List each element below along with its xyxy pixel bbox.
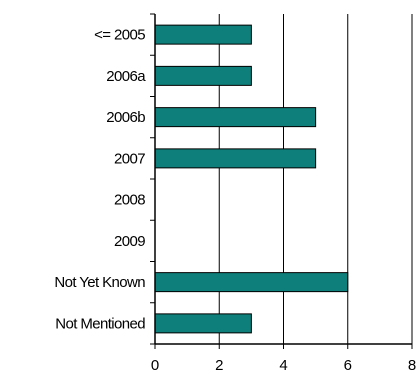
x-tick-label: 6 [344,357,352,374]
category-label: <= 2005 [94,27,145,44]
x-tick-label: 2 [215,357,223,374]
category-label: 2008 [114,192,145,209]
category-label: 2007 [114,150,145,167]
bars [154,24,349,334]
bar [154,65,252,86]
gridlines [218,14,413,344]
category-label: 2006a [106,68,146,85]
category-label: Not Mentioned [55,315,145,332]
axes [150,13,413,349]
bar [154,24,252,45]
bar [154,107,317,128]
category-label: Not Yet Known [54,274,145,291]
x-tick-label: 8 [408,357,416,374]
x-tick-label: 4 [279,357,287,374]
bar [154,148,317,169]
category-labels: <= 2005 2006a 2006b 2007 2008 2009 Not Yet Kno… [54,27,146,333]
category-label: 2006b [106,109,145,126]
bar [154,313,252,334]
x-tick-labels: 0 2 4 6 8 [151,357,416,374]
category-label: 2009 [114,233,145,250]
bar [154,272,349,293]
x-tick-label: 0 [151,357,159,374]
